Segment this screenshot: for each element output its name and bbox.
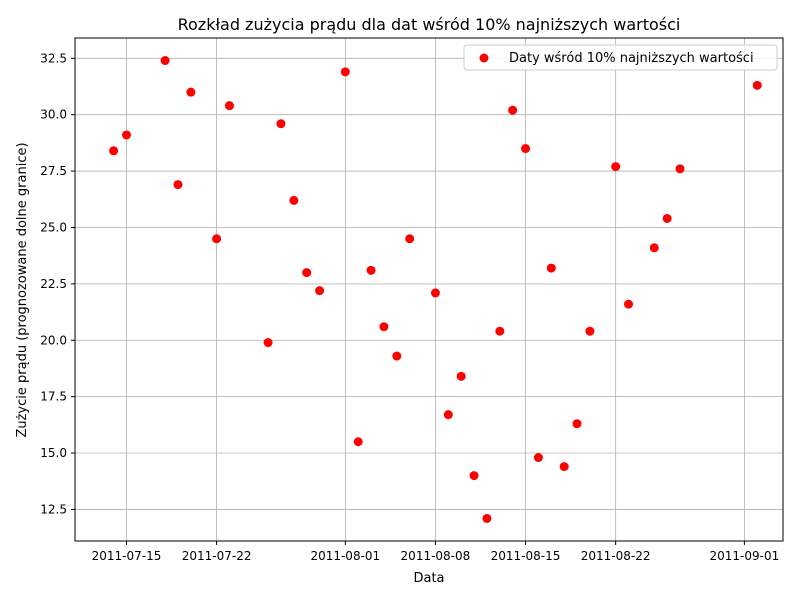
data-point (340, 67, 350, 77)
y-tick-label: 12.5 (40, 502, 67, 516)
x-tick-label: 2011-08-01 (310, 549, 380, 563)
data-point (752, 80, 762, 90)
x-axis-title: Data (413, 571, 444, 586)
data-point (662, 213, 672, 223)
data-point (624, 299, 634, 309)
y-tick-label: 22.5 (40, 277, 67, 291)
legend-marker (479, 53, 489, 63)
data-point (121, 130, 131, 140)
y-tick-label: 27.5 (40, 164, 67, 178)
data-point (186, 87, 196, 97)
data-point (443, 410, 453, 420)
data-point (508, 105, 518, 115)
data-point (379, 322, 389, 332)
ticks-layer: 2011-07-15 2011-07-22 2011-08-01 2011-08-08… (40, 51, 779, 563)
data-point (392, 351, 402, 361)
data-point (482, 513, 492, 523)
data-point (302, 268, 312, 278)
data-point (289, 195, 299, 205)
data-point (546, 263, 556, 273)
data-point (611, 162, 621, 172)
x-tick-label: 2011-08-15 (491, 549, 561, 563)
x-tick-label: 2011-07-22 (182, 549, 252, 563)
data-point (315, 286, 325, 296)
y-tick-label: 15.0 (40, 446, 67, 460)
y-tick-label: 17.5 (40, 390, 67, 404)
data-point (263, 338, 273, 348)
data-point (559, 462, 569, 472)
x-tick-label: 2011-07-15 (92, 549, 162, 563)
data-point (521, 144, 531, 154)
legend-label: Daty wśród 10% najniższych wartości (509, 51, 754, 66)
data-point (533, 453, 543, 463)
x-tick-label: 2011-08-22 (581, 549, 651, 563)
data-point (109, 146, 119, 156)
data-point (353, 437, 363, 447)
y-tick-label: 20.0 (40, 333, 67, 347)
y-axis-title: Zużycie prądu (prognozowane dolne granic… (15, 142, 30, 437)
points-layer (109, 56, 762, 523)
plot-frame (74, 37, 784, 542)
data-point (405, 234, 415, 244)
x-tick-label: 2011-09-01 (710, 549, 780, 563)
data-point (173, 180, 183, 190)
data-point (572, 419, 582, 429)
data-point (160, 56, 170, 66)
y-tick-label: 32.5 (40, 51, 67, 65)
data-point (469, 471, 479, 481)
y-tick-label: 30.0 (40, 108, 67, 122)
data-point (495, 326, 505, 336)
x-tick-label: 2011-08-08 (401, 549, 471, 563)
legend-box (463, 44, 778, 71)
data-point (675, 164, 685, 174)
data-point (649, 243, 659, 253)
grid-layer (75, 38, 783, 541)
data-point (212, 234, 222, 244)
data-point (585, 326, 595, 336)
data-point (456, 371, 466, 381)
data-point (366, 265, 376, 275)
data-point (430, 288, 440, 298)
data-point (224, 101, 234, 111)
y-tick-label: 25.0 (40, 220, 67, 234)
data-point (276, 119, 286, 129)
chart-title: Rozkład zużycia prądu dla dat wśród 10% … (178, 15, 681, 34)
legend: Daty wśród 10% najniższych wartości (463, 44, 778, 71)
